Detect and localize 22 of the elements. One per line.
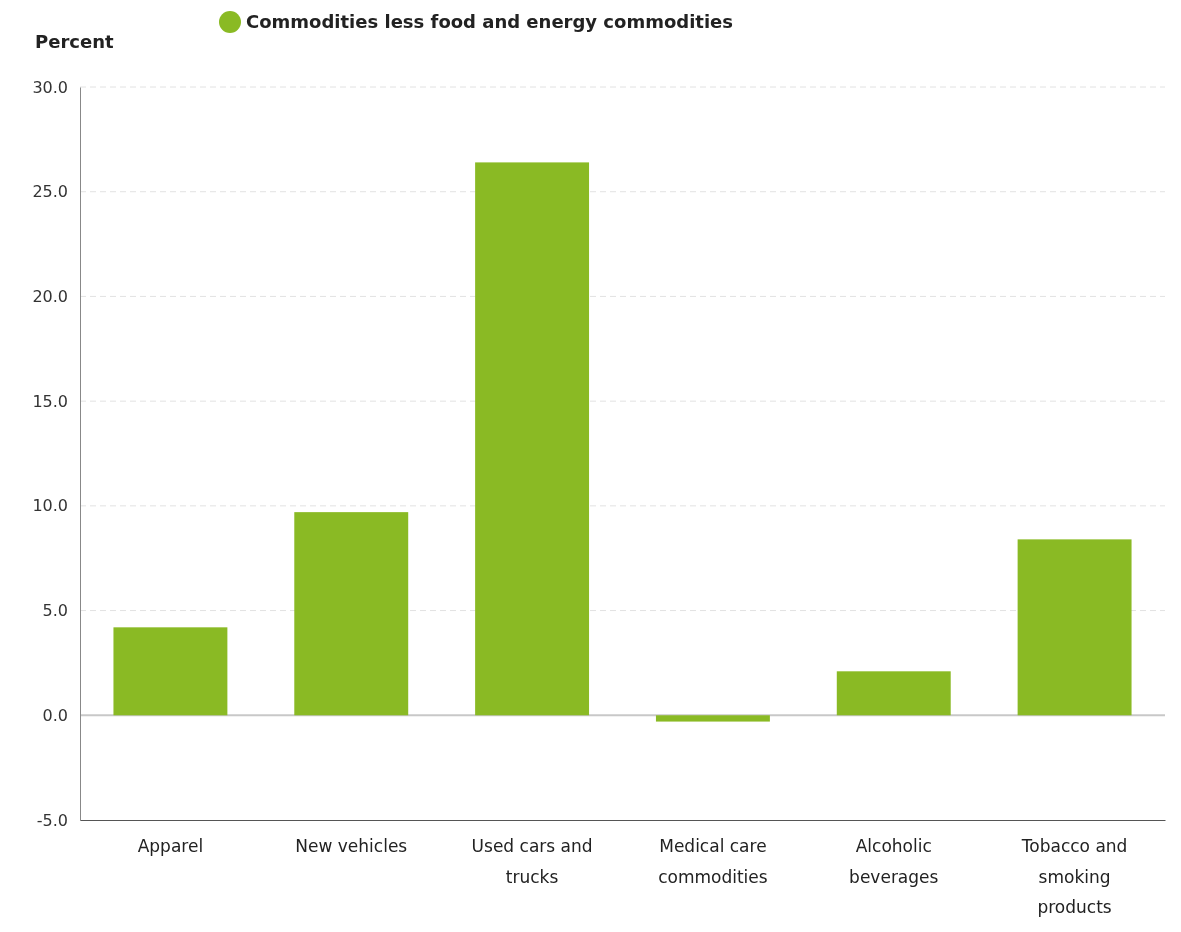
x-tick-label: Alcoholic beverages [849,836,939,887]
y-tick-label: 0.0 [42,705,68,725]
x-tick-label: Tobacco and smoking products [1020,836,1128,918]
y-tick-label: 30.0 [32,77,68,97]
bar [475,162,590,716]
bar [294,512,409,716]
y-axis-title: Percent [35,31,114,52]
y-tick-label: 25.0 [32,182,68,202]
x-tick-label: New vehicles [295,836,408,857]
x-tick-label: Medical care commodities [658,836,768,887]
bar [1017,539,1132,716]
x-tick-label: Used cars and trucks [471,836,593,887]
y-tick-label: 5.0 [42,601,68,621]
bar [836,671,951,716]
bar [655,715,770,722]
bar [113,627,228,716]
x-tick-label: Apparel [137,836,204,857]
y-tick-label: 15.0 [32,391,68,411]
y-tick-label: 20.0 [32,287,68,307]
y-tick-label: 10.0 [32,496,68,516]
legend-label: Commodities less food and energy commodities [246,11,734,32]
y-tick-label: -5.0 [36,810,68,830]
